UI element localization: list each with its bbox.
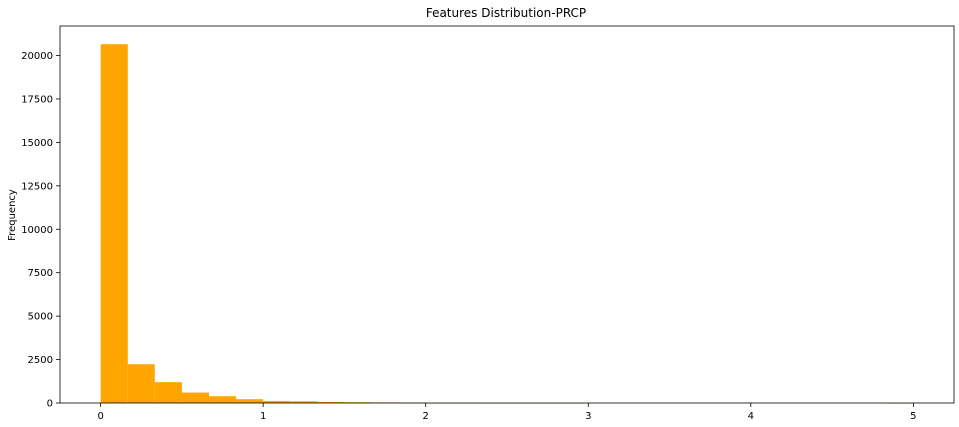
- histogram-bar-1: [127, 364, 155, 403]
- y-tick-label-1: 2500: [28, 355, 53, 366]
- x-tick-label-4: 4: [748, 411, 754, 422]
- x-tick-label-3: 3: [585, 411, 591, 422]
- chart-title: Features Distribution-PRCP: [426, 6, 586, 20]
- x-tick-label-0: 0: [97, 411, 103, 422]
- histogram-bar-6: [263, 400, 291, 403]
- y-tick-label-3: 7500: [28, 268, 53, 279]
- histogram-bar-7: [290, 401, 318, 403]
- histogram-bar-5: [236, 399, 264, 403]
- bars-group: [100, 44, 914, 404]
- y-axis-label: Frequency: [7, 189, 18, 241]
- y-tick-label-7: 17500: [21, 94, 53, 105]
- histogram-bar-3: [181, 392, 210, 403]
- y-tick-label-5: 12500: [21, 181, 53, 192]
- x-tick-label-2: 2: [423, 411, 429, 422]
- histogram-bar-2: [154, 382, 182, 403]
- y-tick-label-6: 15000: [21, 138, 53, 149]
- y-tick-label-4: 10000: [21, 225, 53, 236]
- y-tick-label-0: 0: [47, 399, 53, 410]
- histogram-bar-8: [317, 401, 345, 403]
- y-tick-label-2: 5000: [28, 312, 53, 323]
- x-axis: 0 1 2 3 4 5: [97, 403, 917, 422]
- y-axis: 0 2500 5000 7500 10000 12500 15000 17500 20000: [21, 51, 60, 410]
- x-tick-label-1: 1: [260, 411, 266, 422]
- histogram-bar-0: [100, 44, 128, 403]
- x-tick-label-5: 5: [910, 411, 916, 422]
- histogram-bar-4: [209, 396, 237, 403]
- plot-frame: [59, 25, 955, 404]
- y-tick-label-8: 20000: [21, 51, 53, 62]
